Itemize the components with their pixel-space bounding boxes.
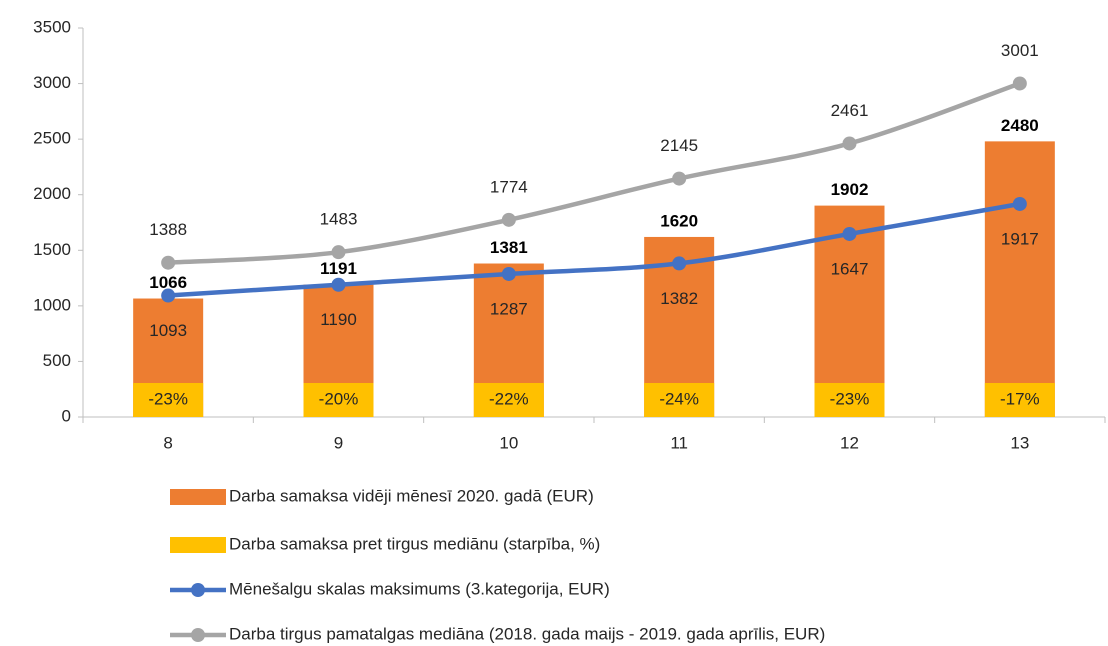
- line-label: 1287: [490, 299, 528, 318]
- strip-label: -23%: [148, 389, 188, 408]
- line-label: 2145: [660, 136, 698, 155]
- marker: [672, 171, 687, 186]
- legend-marker: [191, 628, 205, 642]
- strip: [133, 383, 204, 417]
- legend-label: Darba samaksa vidēji mēnesī 2020. gadā (…: [229, 486, 594, 505]
- y-tick-label: 2000: [33, 184, 71, 203]
- bar-label: 1381: [490, 238, 528, 257]
- legend-label: Darba tirgus pamatalgas mediāna (2018. g…: [229, 624, 825, 643]
- strip-label: -23%: [830, 389, 870, 408]
- x-tick-label: 11: [670, 433, 688, 452]
- marker: [161, 288, 176, 303]
- line-label: 1388: [149, 220, 187, 239]
- line: [168, 81, 1021, 265]
- bar-label: 1191: [320, 259, 357, 278]
- line-label: 1483: [320, 210, 358, 229]
- y-tick-label: 2500: [33, 129, 71, 148]
- legend-marker: [191, 583, 205, 597]
- x-tick-label: 8: [163, 433, 172, 452]
- line-label: 1382: [660, 289, 698, 308]
- line-label: 1093: [149, 321, 187, 340]
- line-label: 1774: [490, 177, 528, 196]
- strip: [303, 383, 374, 417]
- legend-swatch: [170, 537, 226, 553]
- x-tick-label: 13: [1010, 433, 1029, 452]
- y-tick-label: 3500: [33, 17, 71, 36]
- strip: [473, 383, 544, 417]
- strip: [814, 383, 885, 417]
- strip-label: -17%: [1000, 389, 1040, 408]
- line-label: 3001: [1001, 41, 1039, 60]
- marker: [1012, 76, 1027, 91]
- x-tick-label: 10: [499, 433, 518, 452]
- marker: [1012, 196, 1027, 211]
- bar-label: 1902: [831, 180, 869, 199]
- marker: [501, 212, 516, 227]
- line-label: 1647: [831, 259, 869, 278]
- y-tick-label: 3000: [33, 73, 71, 92]
- bar: [984, 141, 1055, 417]
- y-tick-label: 0: [62, 406, 71, 425]
- strip: [984, 383, 1055, 417]
- strip: [644, 383, 715, 417]
- y-tick-label: 1500: [33, 240, 71, 259]
- marker: [842, 226, 857, 241]
- bar-label: 1066: [149, 273, 187, 292]
- marker: [842, 136, 857, 151]
- legend-swatch: [170, 489, 226, 505]
- marker: [501, 266, 516, 281]
- strip-label: -22%: [489, 389, 529, 408]
- y-tick-label: 500: [43, 351, 71, 370]
- marker: [331, 245, 346, 260]
- x-tick-label: 9: [334, 433, 343, 452]
- y-tick-label: 1000: [33, 295, 71, 314]
- x-tick-label: 12: [840, 433, 859, 452]
- marker: [161, 255, 176, 270]
- bar-label: 2480: [1001, 116, 1039, 135]
- marker: [331, 277, 346, 292]
- line-label: 2461: [831, 101, 869, 120]
- legend-label: Mēnešalgu skalas maksimums (3.kategorija…: [229, 579, 610, 598]
- legend-label: Darba samaksa pret tirgus mediānu (starp…: [229, 534, 600, 553]
- line-label: 1190: [320, 310, 357, 329]
- bar-label: 1620: [660, 211, 698, 230]
- line-label: 1917: [1001, 229, 1039, 248]
- marker: [672, 256, 687, 271]
- line: [168, 201, 1021, 298]
- strip-label: -20%: [319, 389, 359, 408]
- strip-label: -24%: [659, 389, 699, 408]
